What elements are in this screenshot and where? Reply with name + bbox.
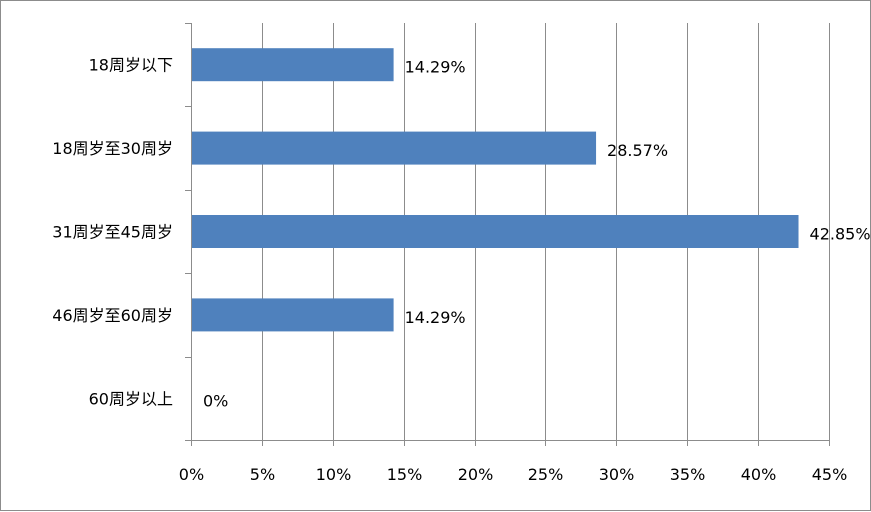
bar [192,298,394,332]
data-label: 0% [203,391,228,410]
labels: 0% 5% 10% 15% 20% 25% 30% 35% 40% 45% 18周岁以下 14.29%… [52,56,870,484]
data-label: 14.29% [405,58,466,77]
bar [192,215,799,248]
data-label: 42.85% [810,225,871,244]
x-tick-label: 25% [528,465,564,484]
axes [185,23,830,446]
bars [192,48,799,332]
data-label: 28.57% [607,141,668,160]
x-tick-label: 20% [458,465,494,484]
x-tick-label: 15% [387,465,423,484]
category-label: 18周岁至30周岁 [52,139,173,158]
bar [192,48,394,82]
x-tick-label: 45% [812,465,848,484]
x-tick-label: 35% [670,465,706,484]
x-tick-label: 0% [179,465,204,484]
bar [192,131,597,165]
x-tick-label: 30% [599,465,635,484]
category-label: 31周岁至45周岁 [52,223,173,242]
category-label: 60周岁以上 [89,389,173,408]
data-label: 14.29% [405,308,466,327]
category-label: 18周岁以下 [89,56,173,75]
category-label: 46周岁至60周岁 [52,306,173,325]
x-tick-label: 10% [316,465,352,484]
x-tick-label: 40% [741,465,777,484]
x-tick-label: 5% [250,465,275,484]
